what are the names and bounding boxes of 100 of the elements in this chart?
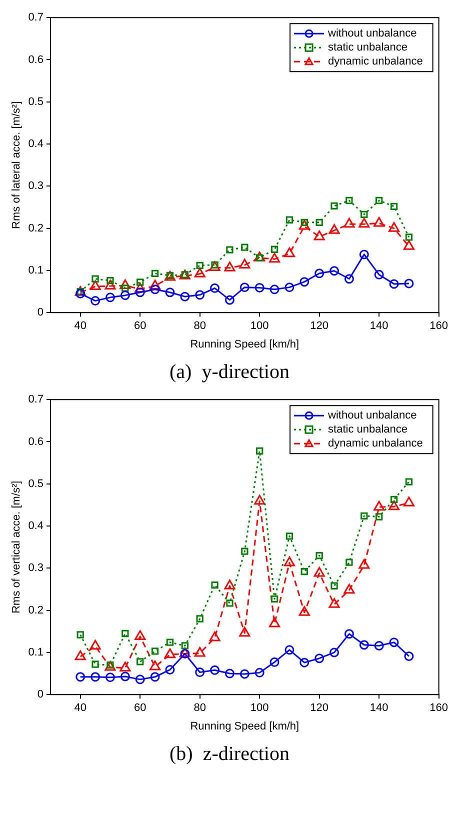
- point: [284, 247, 295, 258]
- point: [405, 478, 413, 486]
- point: [151, 648, 159, 655]
- point: [194, 647, 206, 657]
- point: [300, 277, 310, 287]
- point: [403, 240, 414, 250]
- point: [389, 279, 399, 289]
- point: [76, 631, 84, 638]
- point: [405, 234, 413, 241]
- point: [298, 606, 310, 616]
- y-tick-label: 0.5: [28, 96, 44, 108]
- point: [195, 290, 205, 300]
- x-tick-label: 140: [370, 320, 388, 332]
- point: [328, 598, 340, 608]
- point: [330, 582, 338, 590]
- point: [136, 278, 144, 286]
- point: [239, 626, 250, 637]
- point: [240, 282, 250, 292]
- point: [254, 282, 264, 292]
- point: [195, 668, 205, 678]
- point: [92, 660, 99, 668]
- point: [120, 279, 131, 290]
- y-tick-label: 0: [37, 306, 44, 319]
- y-tick-label: 0.3: [28, 180, 44, 192]
- point: [284, 282, 294, 292]
- point: [404, 278, 414, 288]
- point: [209, 261, 220, 272]
- point: [224, 668, 234, 678]
- x-tick-label: 60: [134, 320, 146, 332]
- point: [374, 500, 385, 511]
- point: [150, 280, 161, 290]
- point: [360, 210, 368, 218]
- point: [120, 662, 131, 672]
- point: [226, 246, 234, 254]
- y-tick-label: 0.6: [28, 54, 44, 66]
- point: [194, 268, 206, 278]
- point: [403, 496, 414, 506]
- point: [209, 631, 220, 642]
- legend-label: static unbalance: [328, 424, 408, 436]
- point: [74, 650, 86, 660]
- point: [92, 275, 99, 282]
- point: [270, 284, 280, 294]
- legend-label: dynamic unbalance: [328, 56, 423, 68]
- x-tick-label: 80: [194, 320, 206, 332]
- point: [240, 669, 250, 679]
- point: [90, 280, 101, 290]
- point: [344, 584, 355, 594]
- y-tick-label: 0: [37, 688, 44, 701]
- point: [330, 648, 340, 658]
- x-tick-label: 80: [194, 702, 206, 714]
- point: [269, 618, 280, 628]
- point: [390, 202, 398, 210]
- point: [150, 284, 160, 294]
- point: [388, 222, 400, 232]
- point: [211, 581, 218, 589]
- point: [314, 654, 324, 664]
- point: [135, 288, 145, 298]
- legend-label: dynamic unbalance: [328, 438, 423, 450]
- point: [90, 672, 100, 682]
- point: [164, 648, 176, 658]
- point: [388, 500, 400, 510]
- point: [346, 558, 353, 566]
- x-tick-label: 120: [310, 320, 329, 332]
- point: [122, 630, 129, 638]
- point: [166, 638, 174, 646]
- point: [256, 447, 264, 455]
- point: [376, 196, 383, 204]
- point: [241, 548, 248, 555]
- point: [254, 494, 266, 505]
- point: [314, 268, 324, 278]
- point: [316, 552, 323, 560]
- x-axis-title: Running Speed [km/h]: [190, 720, 300, 732]
- point: [270, 246, 278, 253]
- point: [135, 674, 145, 684]
- point: [358, 558, 370, 569]
- point: [90, 296, 100, 306]
- y-tick-label: 0.7: [28, 394, 44, 406]
- point: [358, 218, 370, 228]
- point: [134, 630, 146, 640]
- point: [284, 645, 294, 655]
- point: [376, 513, 383, 520]
- point: [210, 283, 220, 293]
- text: (b) z-direction: [168, 743, 290, 766]
- point: [196, 615, 204, 622]
- point: [120, 672, 130, 682]
- point: [136, 658, 144, 666]
- text: (a) y-direction: [168, 361, 290, 384]
- point: [270, 595, 278, 603]
- y-axis-title: Rms of vertical acce. [m/s²]: [10, 480, 23, 614]
- point: [181, 642, 188, 650]
- point: [286, 532, 294, 540]
- y-tick-label: 0.2: [28, 604, 44, 616]
- point: [76, 672, 86, 682]
- point: [224, 295, 234, 305]
- point: [374, 217, 385, 227]
- y-axis-title: Rms of lateral acce. [m/s²]: [10, 101, 23, 229]
- point: [300, 568, 308, 576]
- point: [344, 274, 354, 284]
- point: [105, 672, 115, 682]
- y-tick-label: 0.7: [28, 12, 44, 24]
